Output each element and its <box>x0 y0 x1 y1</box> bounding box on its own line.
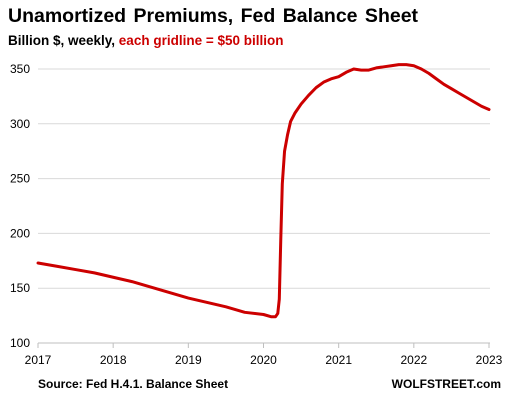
series-line-0 <box>36 63 491 319</box>
x-tick-label-2023: 2023 <box>476 353 503 367</box>
y-tick-labels: 100 150 200 250 300 350 <box>10 62 30 350</box>
gridlines <box>38 68 490 289</box>
x-tick-label-2022: 2022 <box>400 353 427 367</box>
chart-subtitle: Billion $, weekly, each gridline = $50 b… <box>8 33 283 48</box>
y-tick-label-200: 200 <box>10 226 30 240</box>
x-tick-label-2021: 2021 <box>325 353 352 367</box>
x-tick-label-2020: 2020 <box>250 353 277 367</box>
subtitle-gridline-note: each gridline = $50 billion <box>118 33 284 48</box>
axes <box>37 342 490 348</box>
brand-label: WOLFSTREET.com <box>391 377 501 391</box>
x-tick-label-2019: 2019 <box>175 353 202 367</box>
y-tick-label-350: 350 <box>10 62 30 76</box>
x-tick-labels: 2017 2018 2019 2020 2021 2022 2023 <box>25 353 503 367</box>
chart-title: Unamortized Premiums, Fed Balance Sheet <box>8 5 419 27</box>
subtitle-units: Billion $, weekly, <box>8 33 119 48</box>
source-note: Source: Fed H.4.1. Balance Sheet <box>38 377 229 391</box>
series <box>36 63 491 319</box>
y-tick-label-100: 100 <box>10 336 30 350</box>
y-tick-label-150: 150 <box>10 281 30 295</box>
x-tick-label-2017: 2017 <box>25 353 52 367</box>
y-tick-label-250: 250 <box>10 172 30 186</box>
y-tick-label-300: 300 <box>10 117 30 131</box>
x-tick-label-2018: 2018 <box>100 353 127 367</box>
